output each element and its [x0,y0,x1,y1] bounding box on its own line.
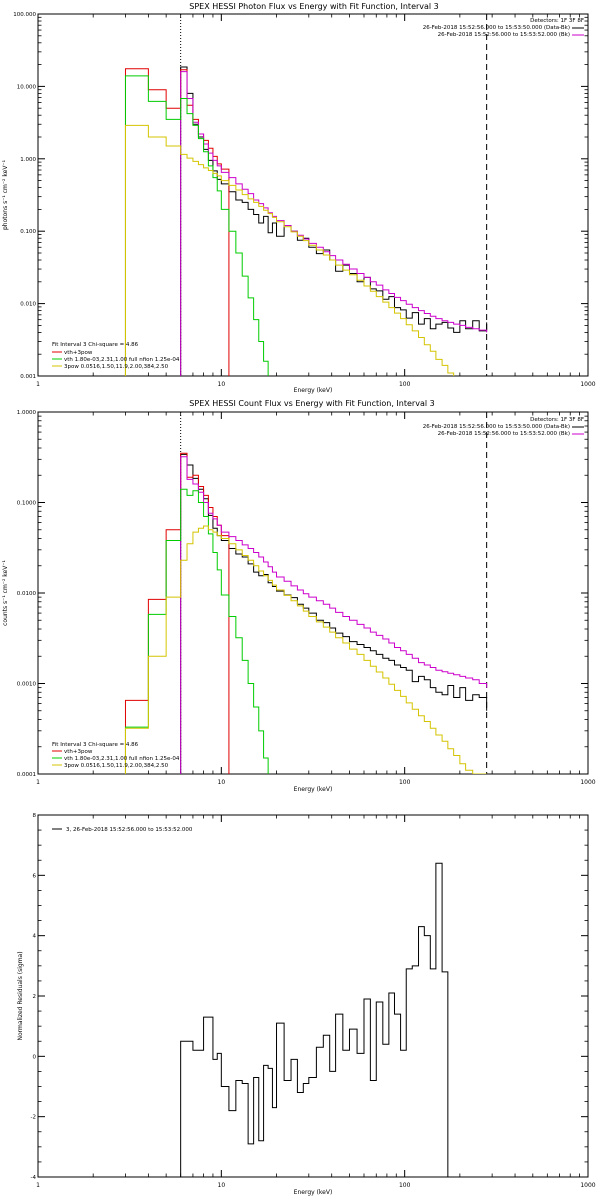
y-tick-label: 4 [33,934,37,940]
panel2-title: SPEX HESSI Count Flux vs Energy with Fit… [189,399,434,408]
y-tick-label: 0.0001 [17,772,36,778]
panel2-header-line-1: Detectors: 1F 3F 8F [530,417,584,423]
x-tick-label: 100 [399,381,411,388]
panel2-ylabel: counts s⁻¹ cm⁻² keV⁻¹ [2,560,9,626]
x-tick-label: 100 [399,779,411,786]
y-tick-label: 0.001 [20,374,36,380]
y-tick-label: 8 [33,813,37,819]
y-tick-label: 10.000 [17,84,37,90]
y-tick-label: 6 [33,873,37,879]
panel2-xlabel: Energy (keV) [294,786,333,793]
y-tick-label: 0.0100 [17,591,37,597]
x-tick-label: 1000 [580,381,595,388]
y-tick-label: 0.1000 [17,501,37,507]
series-2-histogram [180,71,488,376]
panel3-legend-entry: 3, 26-Feb-2018 15:52:56.000 to 15:53:52.… [66,827,193,833]
series-2-histogram [180,456,488,774]
panel1-title: SPEX HESSI Photon Flux vs Energy with Fi… [189,2,439,11]
y-tick-label: -2 [31,1115,36,1121]
x-tick-label: 10 [218,381,226,388]
panel3-xlabel: Energy (keV) [294,1189,333,1196]
x-tick-label: 1000 [580,1182,595,1189]
panel1-legend-entry-3: 3pow 0.0516,1.50,11.9,2.00,384,2.50 [64,364,169,370]
series-3-histogram [124,488,269,774]
series-0-histogram [180,453,488,774]
panel1-header-line-3: 26-Feb-2018 15:52:56.000 to 15:53:52.000… [438,32,570,38]
x-tick-label: 10 [218,779,226,786]
panel1-legend-title: Fit Interval 3 Chi-square = 4.86 [52,342,139,348]
panel-photon-flux: SPEX HESSI Photon Flux vs Energy with Fi… [2,2,596,394]
panel1-header-line-2: 26-Feb-2018 15:52:56.000 to 15:53:50.000… [423,25,570,31]
x-tick-label: 1 [36,381,40,388]
y-tick-label: 0.0010 [17,682,37,688]
panel1-ylabel: photons s⁻¹ cm⁻² keV⁻¹ [2,159,9,230]
panel1-legend-entry-1: vth+3pow [64,350,93,356]
x-tick-label: 100 [399,1182,411,1189]
series-0-histogram [180,862,449,1177]
x-tick-label: 1 [36,1182,40,1189]
panel2-header-line-2: 26-Feb-2018 15:52:56.000 to 15:53:50.000… [423,424,570,430]
x-tick-label: 10 [218,1182,226,1189]
series-4-histogram [124,124,488,376]
panel1-legend-entry-2: vth 1.80e-03,2.31,1.00 full nfion 1.25e-… [64,357,180,363]
y-tick-label: -4 [31,1175,37,1181]
y-tick-label: 0.010 [20,302,36,308]
series-0-histogram [180,66,488,376]
series-3-histogram [124,75,269,376]
panel3-ylabel: Normalized Residuals (sigma) [17,951,24,1040]
panel2-legend-entry-1: vth+3pow [64,749,93,755]
panel-count-flux: SPEX HESSI Count Flux vs Energy with Fit… [2,399,596,793]
x-tick-label: 1 [36,779,40,786]
panel2-header-line-3: 26-Feb-2018 15:52:56.000 to 15:53:52.000… [438,431,570,437]
panel2-legend-entry-2: vth 1.80e-03,2.31,1.00 full nfion 1.25e-… [64,756,180,762]
y-tick-label: 100.000 [13,12,36,18]
panel1-xlabel: Energy (keV) [294,387,333,394]
y-tick-label: 1.000 [20,157,36,163]
panel-residuals: 1 10 100 1000 -4 -2 0 2 4 6 8 3, 26-Feb-2018 15:52… [17,813,596,1196]
panel1-header-line-1: Detectors: 1F 3F 8F [530,18,584,24]
panel2-legend-entry-3: 3pow 0.0516,1.50,11.9,2.00,384,2.50 [64,763,169,769]
y-tick-label: 1.0000 [17,410,37,416]
panel2-legend-title: Fit Interval 3 Chi-square = 4.86 [52,742,139,748]
panel1-frame [37,13,589,377]
y-tick-label: 0.100 [20,229,36,235]
series-4-histogram [124,525,487,774]
y-tick-label: 2 [33,994,37,1000]
x-tick-label: 1000 [580,779,595,786]
y-tick-label: 0 [33,1054,37,1060]
